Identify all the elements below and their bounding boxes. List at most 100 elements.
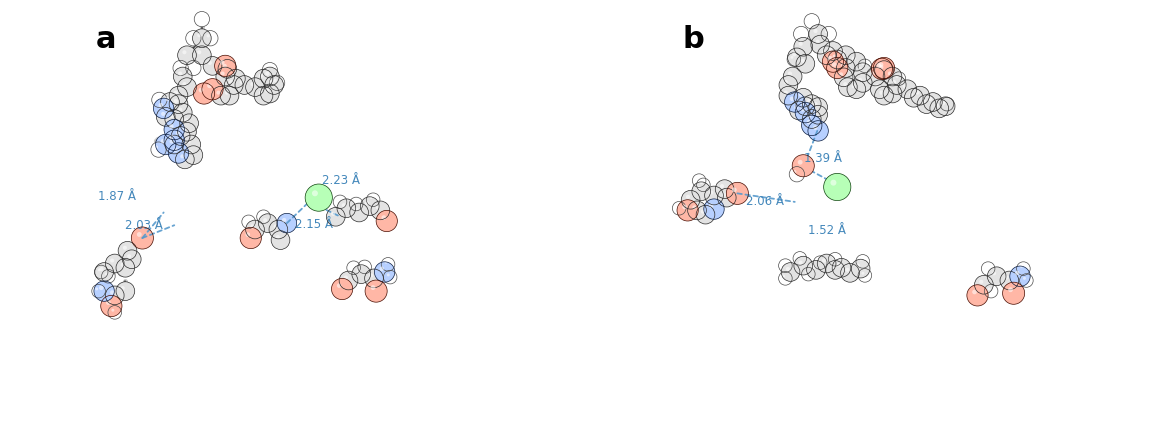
Circle shape (859, 78, 862, 82)
Circle shape (185, 147, 202, 163)
Circle shape (830, 255, 839, 264)
Circle shape (271, 77, 283, 88)
Circle shape (121, 287, 128, 294)
Circle shape (157, 109, 174, 125)
Circle shape (813, 37, 827, 52)
Circle shape (981, 281, 983, 284)
Circle shape (861, 62, 868, 69)
Circle shape (696, 177, 699, 180)
Circle shape (704, 199, 724, 219)
Circle shape (221, 60, 224, 65)
Circle shape (699, 181, 707, 188)
Circle shape (154, 94, 165, 106)
Circle shape (123, 251, 141, 268)
Circle shape (341, 274, 355, 287)
Circle shape (916, 91, 922, 98)
Circle shape (116, 282, 135, 300)
Circle shape (904, 88, 923, 107)
Circle shape (689, 202, 705, 218)
Circle shape (825, 30, 832, 37)
Circle shape (811, 123, 826, 139)
Circle shape (879, 91, 887, 99)
Circle shape (168, 138, 181, 151)
Circle shape (680, 203, 694, 217)
Circle shape (861, 271, 868, 279)
Circle shape (263, 218, 272, 227)
Circle shape (197, 14, 206, 23)
Circle shape (350, 264, 355, 270)
Circle shape (827, 262, 843, 278)
Circle shape (99, 269, 102, 272)
Circle shape (791, 99, 794, 102)
Circle shape (221, 87, 238, 104)
Circle shape (828, 46, 833, 50)
Circle shape (862, 63, 866, 66)
Circle shape (805, 270, 812, 277)
Circle shape (381, 258, 395, 271)
Circle shape (804, 96, 820, 113)
Circle shape (807, 120, 812, 125)
Circle shape (782, 275, 785, 278)
Circle shape (108, 289, 121, 302)
Circle shape (194, 47, 210, 63)
Circle shape (259, 74, 266, 81)
Circle shape (205, 58, 219, 73)
Circle shape (188, 33, 198, 43)
Circle shape (176, 106, 189, 118)
Circle shape (310, 189, 326, 205)
Circle shape (697, 178, 699, 181)
Circle shape (353, 201, 359, 207)
Circle shape (856, 76, 869, 89)
Circle shape (377, 207, 381, 212)
Circle shape (789, 54, 799, 64)
Circle shape (229, 72, 243, 85)
Circle shape (184, 146, 203, 164)
Circle shape (351, 265, 354, 269)
Circle shape (242, 215, 256, 229)
Circle shape (95, 287, 99, 290)
Circle shape (326, 207, 345, 226)
Circle shape (710, 190, 713, 195)
Circle shape (793, 170, 800, 177)
Circle shape (273, 79, 279, 85)
Circle shape (789, 167, 804, 181)
Circle shape (205, 82, 219, 96)
Circle shape (194, 83, 215, 104)
Circle shape (170, 125, 176, 131)
Circle shape (781, 263, 800, 281)
Circle shape (856, 65, 869, 79)
Circle shape (170, 115, 177, 122)
Circle shape (337, 198, 343, 205)
Circle shape (194, 84, 213, 103)
Circle shape (195, 84, 213, 102)
Circle shape (183, 83, 189, 90)
Circle shape (971, 289, 983, 301)
Circle shape (169, 135, 178, 144)
Circle shape (335, 282, 347, 295)
Circle shape (794, 54, 796, 57)
Circle shape (706, 187, 721, 204)
Circle shape (693, 207, 698, 211)
Text: 2.03 Å: 2.03 Å (126, 218, 163, 232)
Circle shape (176, 132, 183, 139)
Circle shape (221, 62, 233, 74)
Circle shape (893, 81, 899, 86)
Circle shape (941, 101, 950, 110)
Circle shape (872, 73, 876, 77)
Circle shape (683, 205, 687, 210)
Circle shape (943, 100, 950, 108)
Circle shape (798, 260, 807, 270)
Circle shape (106, 255, 123, 272)
Circle shape (840, 74, 843, 77)
Circle shape (204, 31, 217, 45)
Circle shape (252, 84, 255, 87)
Circle shape (877, 64, 884, 71)
Circle shape (169, 139, 178, 149)
Circle shape (264, 65, 276, 76)
Circle shape (832, 256, 838, 262)
Circle shape (366, 193, 380, 207)
Circle shape (264, 219, 269, 224)
Circle shape (237, 78, 251, 91)
Circle shape (838, 264, 843, 270)
Circle shape (187, 61, 201, 75)
